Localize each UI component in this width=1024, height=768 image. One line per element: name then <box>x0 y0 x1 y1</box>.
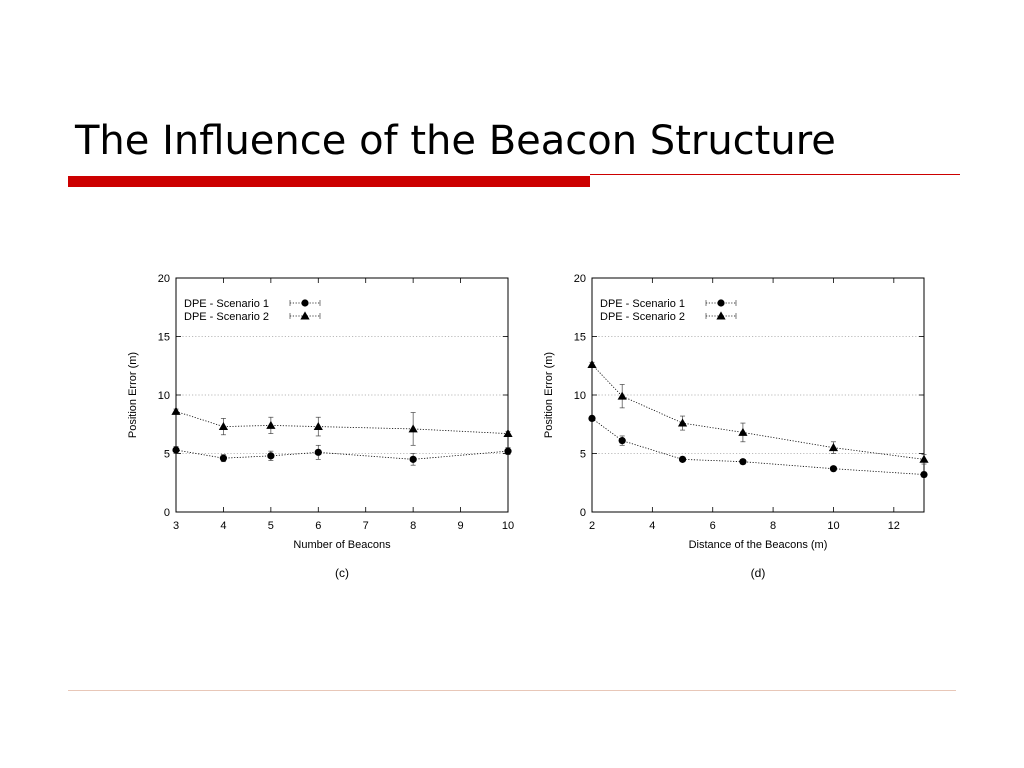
data-point <box>503 429 513 438</box>
x-tick-label: 5 <box>268 520 274 532</box>
y-tick-label: 5 <box>580 449 586 461</box>
x-tick-label: 4 <box>649 520 655 532</box>
data-point <box>172 446 180 454</box>
y-tick-label: 20 <box>574 273 586 285</box>
y-axis-label: Position Error (m) <box>543 352 555 438</box>
legend-marker <box>717 299 725 307</box>
y-tick-label: 15 <box>574 332 586 344</box>
series-1 <box>588 414 928 479</box>
data-point <box>617 391 627 400</box>
series-line <box>591 364 925 460</box>
y-tick-label: 0 <box>164 507 170 519</box>
data-point <box>266 420 276 429</box>
legend-marker <box>301 299 309 307</box>
data-point <box>408 424 418 433</box>
legend-marker <box>300 311 310 320</box>
y-tick-label: 20 <box>158 273 170 285</box>
chart-d-canvas: 0 5 10 15 20 2 4 6 8 10 12 Distance of the Beacons … <box>543 273 929 580</box>
data-point <box>314 448 322 456</box>
y-tick-label: 15 <box>158 332 170 344</box>
x-axis-label: Number of Beacons <box>293 539 391 551</box>
y-axis-label: Position Error (m) <box>127 352 139 438</box>
data-point <box>587 359 597 369</box>
y-tick-label: 10 <box>574 390 586 402</box>
x-tick-label: 6 <box>315 520 321 532</box>
slide-title: The Influence of the Beacon Structure <box>75 118 836 164</box>
data-point <box>828 443 839 452</box>
x-tick-label: 3 <box>173 520 179 532</box>
data-point <box>677 418 688 427</box>
y-tick-label: 0 <box>580 507 586 519</box>
chart-distance-of-beacons: 0 5 10 15 20 2 4 6 8 10 12 Distance of the Beacons … <box>536 262 936 584</box>
title-accent-bar <box>68 176 590 187</box>
data-point <box>267 452 275 460</box>
series-2 <box>171 406 513 446</box>
chart-caption: (c) <box>335 566 349 580</box>
data-point <box>409 455 417 463</box>
x-tick-label: 7 <box>363 520 369 532</box>
chart-number-of-beacons: 0 5 10 15 20 3 4 5 6 7 8 9 10 Number of Beacons Positi… <box>120 262 520 584</box>
legend-label: DPE - Scenario 2 <box>184 311 269 323</box>
x-tick-label: 10 <box>827 520 839 532</box>
data-point <box>920 470 928 479</box>
y-tick-label: 10 <box>158 390 170 402</box>
title-accent-line <box>590 174 960 175</box>
data-point <box>218 421 229 431</box>
y-tick-label: 5 <box>164 449 170 461</box>
x-axis-label: Distance of the Beacons (m) <box>689 539 828 551</box>
x-tick-label: 8 <box>410 520 416 532</box>
data-point <box>739 458 747 466</box>
data-point <box>829 465 838 473</box>
legend-label: DPE - Scenario 1 <box>184 298 269 310</box>
legend-marker <box>716 311 726 320</box>
legend-label: DPE - Scenario 1 <box>600 298 685 310</box>
x-tick-label: 8 <box>770 520 776 532</box>
data-point <box>738 427 748 436</box>
footer-rule <box>68 690 956 691</box>
chart-caption: (d) <box>751 566 766 580</box>
x-tick-label: 9 <box>458 520 464 532</box>
data-point <box>219 454 228 462</box>
series-2 <box>587 359 929 465</box>
data-point <box>919 454 929 463</box>
data-point <box>678 455 687 463</box>
data-point <box>313 421 323 431</box>
x-tick-label: 10 <box>502 520 514 532</box>
x-tick-label: 4 <box>220 520 226 532</box>
data-point <box>618 437 626 445</box>
data-point <box>504 447 512 455</box>
series-line <box>175 449 509 460</box>
legend-label: DPE - Scenario 2 <box>600 311 685 323</box>
series-line <box>591 418 925 475</box>
series-line <box>175 410 509 435</box>
chart-c-canvas: 0 5 10 15 20 3 4 5 6 7 8 9 10 Number of Beacons Positi… <box>127 273 514 580</box>
x-tick-label: 12 <box>888 520 900 532</box>
data-point <box>588 414 596 422</box>
series-1 <box>172 444 512 466</box>
x-tick-label: 2 <box>589 520 595 532</box>
x-tick-label: 6 <box>710 520 716 532</box>
data-point <box>171 406 181 415</box>
